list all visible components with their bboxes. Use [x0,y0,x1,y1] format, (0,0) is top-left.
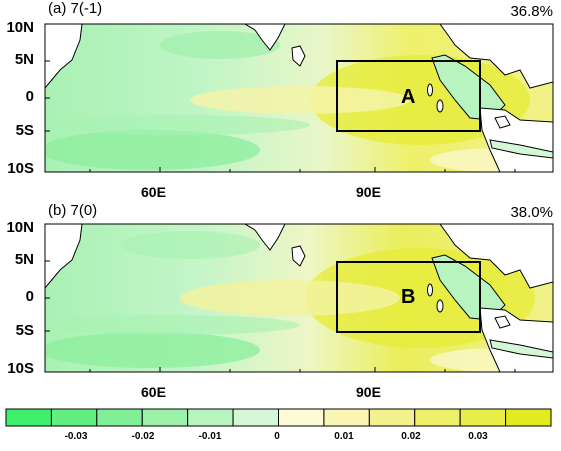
colorbar-label-m003: -0.03 [64,431,88,442]
colorbar [5,408,552,427]
colorbar-swatch [505,408,552,427]
panel-b-cool-band [45,315,300,335]
colorbar-label-p003: 0.03 [468,431,488,442]
colorbar-swatch [323,408,370,427]
panel-b-title: (b) 7(0) [48,202,98,219]
panel-a-ticks [45,60,516,172]
colorbar-swatch [414,408,461,427]
colorbar-swatch [141,408,189,427]
panel-b-region-box [336,261,481,333]
panel-b-island-3 [494,315,511,329]
panel-b-india-land [244,224,286,251]
panel-b-percent: 38.0% [510,204,553,221]
panel-a-lat-5s: 5S [15,122,34,139]
panel-a-lat-0: 0 [25,88,34,105]
panel-a-warm-tongue [190,86,410,114]
panel-a-java-island [489,139,553,159]
panel-a-india-land [244,24,286,51]
colorbar-label-p001: 0.01 [334,431,354,442]
colorbar-label-m002: -0.02 [131,431,155,442]
panel-b-cool-north [120,231,260,259]
panel-a-island-1 [427,83,433,97]
panel-b-island-2 [436,299,444,313]
colorbar-swatch [368,408,416,427]
panel-b-lat-5s: 5S [15,322,34,339]
panel-a-region-label: A [401,86,416,108]
panel-a-lat-10s: 10S [7,160,34,177]
panel-b-lat-0: 0 [25,288,34,305]
panel-b-ticks [45,260,516,372]
colorbar-swatch [232,408,279,427]
panel-a-title: (a) 7(-1) [48,0,103,17]
panel-a-map [45,24,553,172]
panel-a-mainland-land [439,24,553,89]
panel-a-lat-5n: 5N [14,51,34,68]
panel-a-cool-band [50,115,310,135]
panel-b-cool-southwest [45,332,260,368]
colorbar-label-m001: -0.01 [198,431,222,442]
panel-b-srilanka-land [291,245,306,267]
colorbar-swatch [96,408,143,427]
panel-b-africa-land [45,224,83,289]
panel-b-lat-10n: 10N [6,219,34,236]
panel-b-mainland-land [439,224,553,289]
colorbar-label-0: 0 [274,431,280,442]
panel-b-warm-core [305,248,535,348]
panel-b-lon-90e: 90E [356,384,381,400]
colorbar-label-p002: 0.02 [401,431,421,442]
colorbar-swatch [278,408,325,427]
colorbar-swatch [50,408,98,427]
panel-a-lat-10n: 10N [6,19,34,36]
panel-a-lon-90e: 90E [356,184,381,200]
panel-a-cool-southwest [45,130,260,170]
colorbar-swatch [5,408,52,427]
panel-a-island-3 [494,115,511,129]
colorbar-swatch [459,408,507,427]
panel-b-warm-tongue [180,280,400,316]
panel-b-map [45,224,553,372]
panel-a-region-box [336,60,481,132]
panel-b-lat-5n: 5N [14,251,34,268]
panel-b-lon-60e: 60E [141,384,166,400]
panel-a-africa-land [45,24,83,89]
panel-a-lon-60e: 60E [141,184,166,200]
panel-b-island-1 [427,283,433,297]
colorbar-swatch [187,408,234,427]
panel-a-island-2 [436,99,444,113]
panel-a-cool-north [160,31,280,59]
panel-b-lat-10s: 10S [7,360,34,377]
panel-b-region-label: B [401,286,416,308]
panel-a-srilanka-land [291,45,306,67]
panel-a-percent: 36.8% [510,3,553,20]
panel-b-java-island [489,339,553,359]
